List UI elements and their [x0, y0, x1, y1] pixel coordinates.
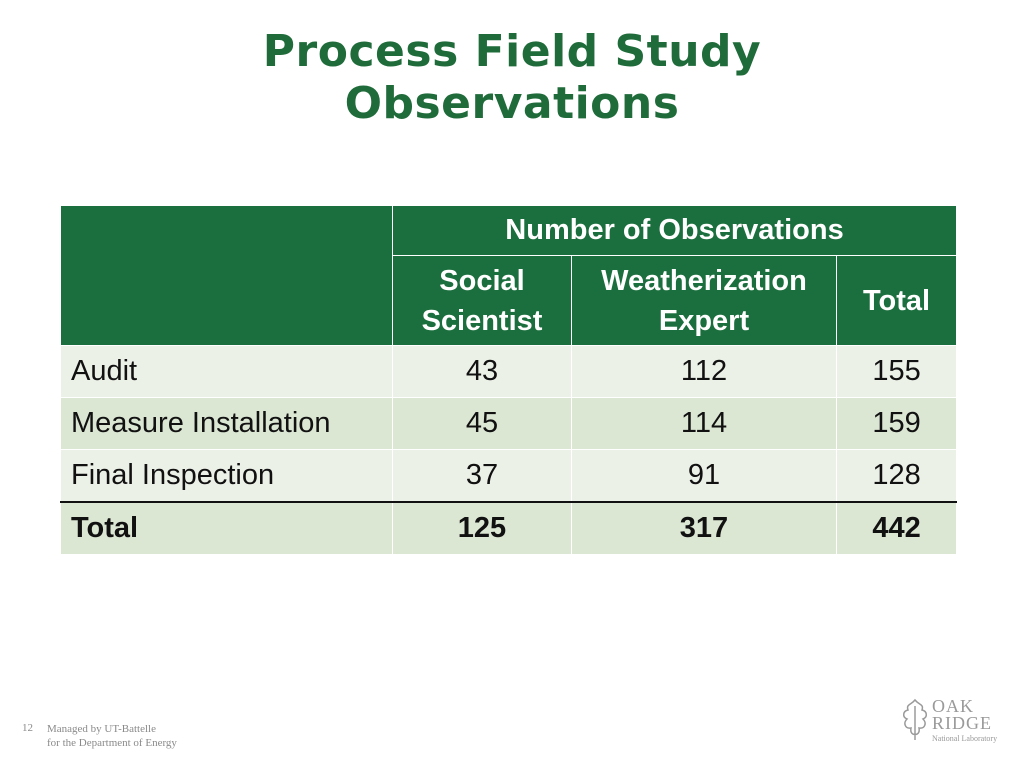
cell-total: 128 [835, 449, 958, 503]
cell-weatherization-expert: 91 [571, 449, 837, 503]
group-header: Number of Observations [391, 205, 958, 256]
cell-social-scientist: 37 [392, 449, 572, 503]
footer-line1: Managed by UT-Battelle [47, 723, 156, 735]
total-weatherization-expert: 317 [571, 501, 837, 555]
cell-weatherization-expert: 114 [571, 397, 837, 450]
logo-line1: OAK [932, 696, 974, 716]
observations-table: Number of Observations Social Scientist … [60, 205, 958, 555]
page-number: 12 [22, 722, 33, 734]
cell-weatherization-expert: 112 [571, 345, 837, 398]
column-header-weatherization-expert: Weatherization Expert [571, 255, 837, 346]
slide-title: Process Field Study Observations [0, 26, 1024, 130]
slide-title-line2: Observations [344, 78, 680, 129]
column-header-social-scientist: Social Scientist [392, 255, 572, 346]
slide-title-line1: Process Field Study [262, 26, 762, 77]
total-row-label: Total [60, 501, 393, 555]
column-header-total: Total [835, 255, 958, 346]
logo-line2: RIDGE [932, 713, 992, 733]
cell-total: 155 [835, 345, 958, 398]
oak-leaf-icon [903, 698, 927, 740]
cell-social-scientist: 43 [392, 345, 572, 398]
table-corner-cell [60, 205, 393, 346]
row-label: Final Inspection [60, 449, 393, 503]
row-label: Measure Installation [60, 397, 393, 450]
total-grand: 442 [835, 501, 958, 555]
cell-social-scientist: 45 [392, 397, 572, 450]
row-label: Audit [60, 345, 393, 398]
footer-credit: Managed by UT-Battelle for the Departmen… [47, 722, 267, 750]
table-row: Final Inspection 37 91 128 [60, 449, 958, 503]
table-row: Measure Installation 45 114 159 [60, 397, 958, 450]
total-social-scientist: 125 [392, 501, 572, 555]
footer-line2: for the Department of Energy [47, 737, 177, 749]
logo-line3: National Laboratory [932, 734, 998, 743]
cell-total: 159 [835, 397, 958, 450]
table-row: Audit 43 112 155 [60, 345, 958, 398]
total-row: Total 125 317 442 [60, 501, 958, 555]
oak-ridge-logo: OAK RIDGE National Laboratory [900, 696, 1010, 746]
